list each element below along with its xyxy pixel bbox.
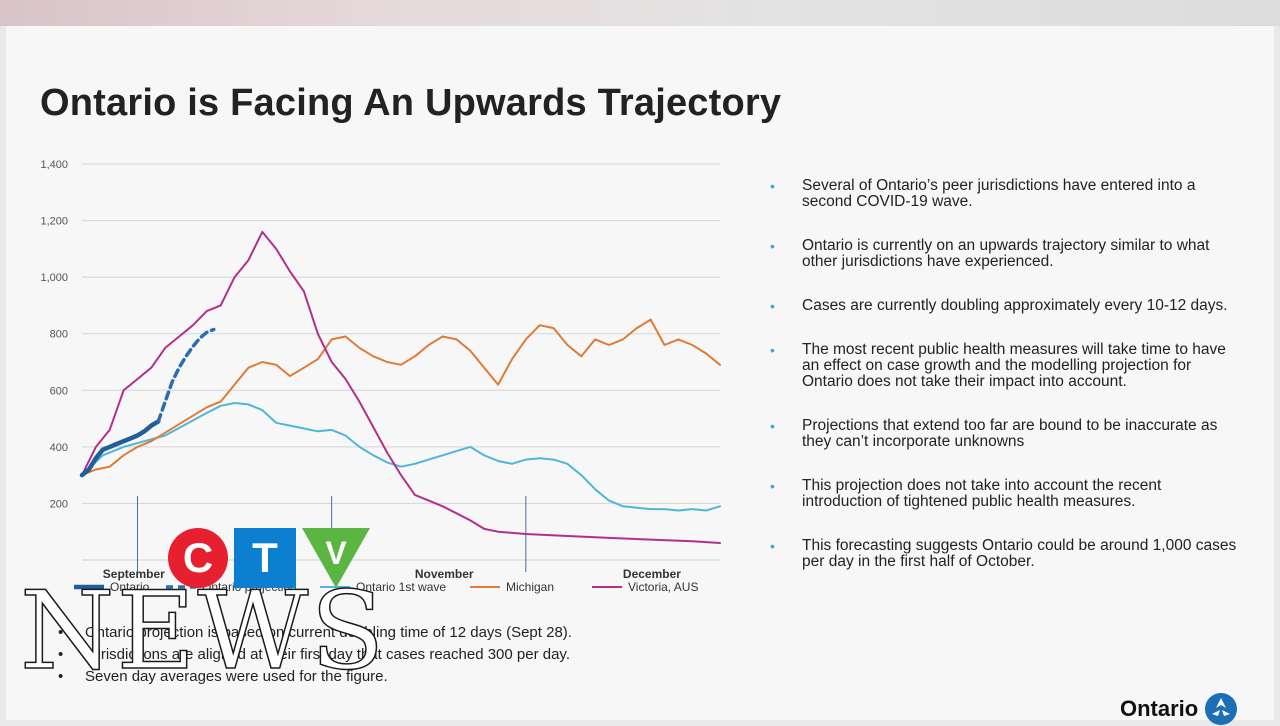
- ctv-green-triangle: [302, 528, 370, 588]
- legend-label: Michigan: [506, 580, 554, 594]
- month-label: December: [623, 567, 681, 581]
- slide-title: Ontario is Facing An Upwards Trajectory: [40, 82, 782, 124]
- bullet-item: Cases are currently doubling approximate…: [770, 298, 1240, 315]
- ctv-letter-v: V: [325, 535, 347, 571]
- bullet-item: Ontario is currently on an upwards traje…: [770, 238, 1240, 270]
- series-line-ontario-projection: [156, 327, 216, 424]
- series-line-victoria-aus: [81, 230, 721, 544]
- y-tick-label: 1,400: [40, 159, 68, 171]
- ctv-red-circle: [168, 528, 228, 588]
- bullet-item: The most recent public health measures w…: [770, 342, 1240, 390]
- y-tick-label: 1,000: [40, 272, 68, 284]
- legend-label: Victoria, AUS: [628, 580, 698, 594]
- ctv-letter-t: T: [252, 534, 278, 581]
- month-label: September: [103, 567, 165, 581]
- bullet-list: Several of Ontario’s peer jurisdictions …: [770, 178, 1240, 598]
- ctv-blue-square: [234, 528, 296, 588]
- bullet-item: This projection does not take into accou…: [770, 478, 1240, 510]
- month-label: November: [415, 567, 474, 581]
- trillium-icon: [1205, 693, 1238, 725]
- series-line-ontario-1st-wave: [81, 402, 721, 512]
- footnote-item: Seven day averages were used for the fig…: [58, 666, 698, 688]
- legend-label: Ontario 1st wave: [356, 580, 446, 594]
- news-wordmark: NEWS: [19, 569, 387, 694]
- bullet-item: Several of Ontario’s peer jurisdictions …: [770, 178, 1240, 210]
- bullet-item: This forecasting suggests Ontario could …: [770, 538, 1240, 570]
- broadcast-top-band: [0, 0, 1280, 26]
- ontario-logo-text: Ontario: [1120, 696, 1199, 721]
- y-tick-label: 400: [50, 442, 68, 454]
- ctv-letter-c: C: [183, 534, 213, 581]
- y-tick-label: 600: [50, 385, 68, 397]
- footnote-list: Ontario projection is based on current d…: [58, 622, 698, 688]
- y-tick-label: 800: [50, 329, 68, 341]
- footnote-item: Ontario projection is based on current d…: [58, 622, 698, 644]
- footnote-item: Jurisdictions are aligned at their first…: [58, 644, 698, 666]
- ontario-logo: Ontario: [1120, 692, 1238, 726]
- ctv-logo: C T V: [168, 528, 370, 588]
- legend-label: Ontario: [110, 580, 150, 594]
- bullet-item: Projections that extend too far are boun…: [770, 418, 1240, 450]
- series-line-ontario: [79, 419, 161, 478]
- y-tick-label: 1,200: [40, 216, 68, 228]
- series-line-michigan: [81, 318, 721, 477]
- y-tick-label: 200: [50, 498, 68, 510]
